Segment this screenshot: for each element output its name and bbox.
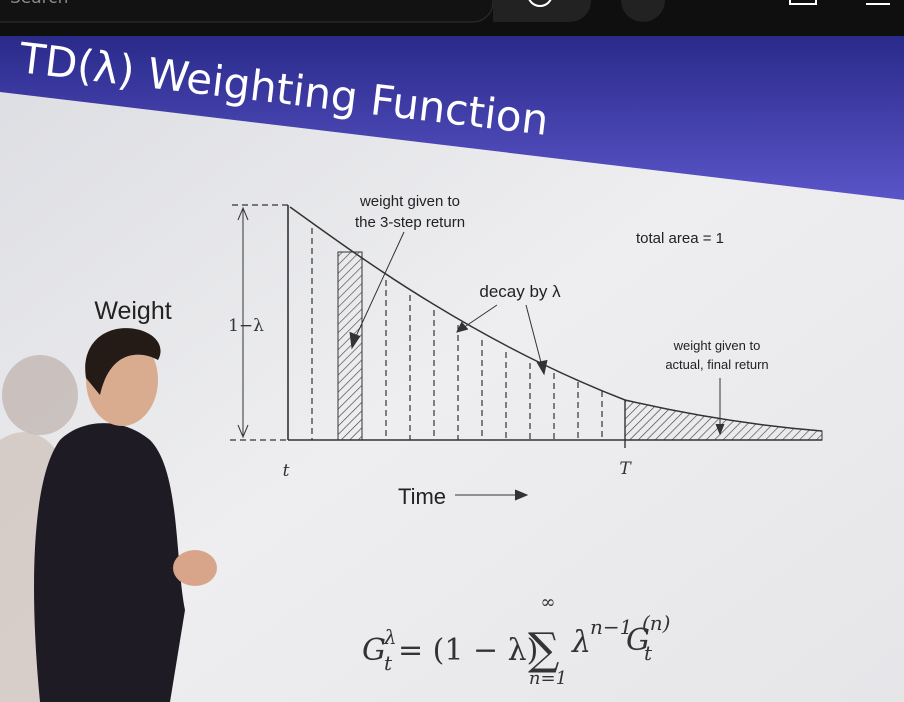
mic-button[interactable]: [621, 0, 665, 22]
formula-part: ∑: [528, 624, 559, 675]
formula-part: t: [644, 641, 653, 665]
diagram-shape: [351, 231, 405, 346]
search-button[interactable]: [493, 0, 591, 22]
presenter-shape: [173, 550, 217, 586]
annotation: actual, final return: [665, 357, 768, 372]
formula: G t λ = (1 − λ) ∑ ∞ n=1 λ n−1 G t (n): [362, 592, 671, 689]
x-start: t: [283, 461, 290, 481]
y-label: Weight: [94, 297, 171, 325]
presenter: [0, 328, 217, 702]
formula-part: λ: [571, 625, 591, 660]
diagram-shape: [349, 331, 361, 350]
formula-part: G: [362, 633, 386, 668]
formula-part: = (1 − λ): [398, 633, 538, 668]
diagram-shape: [337, 251, 363, 441]
diagram-shape: [230, 204, 603, 441]
formula-part: λ: [383, 625, 397, 649]
create-button[interactable]: [789, 0, 817, 5]
diagram-shape: [536, 359, 548, 376]
diagram-shape: [459, 304, 498, 331]
top-bar: Search: [0, 0, 904, 36]
x-end: T: [619, 459, 632, 479]
presenter-shape: [85, 328, 161, 395]
diagram-shape: [237, 206, 249, 439]
formula-part: G: [626, 623, 650, 658]
formula-part: ∞: [541, 592, 556, 613]
formula-part: n−1: [590, 615, 632, 639]
annotation: decay by λ: [479, 282, 561, 301]
diagram-shape: [525, 304, 544, 371]
formula-part: (n): [642, 611, 671, 635]
x-label: Time: [398, 484, 446, 509]
presenter-shape: [34, 423, 185, 702]
presenter-shape: [2, 355, 78, 435]
diagram-shape: [715, 423, 725, 436]
diagram-shape: [289, 206, 823, 432]
top-bar-shape: [528, 0, 552, 7]
search-placeholder[interactable]: Search: [10, 0, 68, 8]
annotation: total area = 1: [636, 230, 724, 247]
formula-part: n=1: [529, 668, 567, 689]
diagram-shape: [456, 321, 469, 333]
annotation: weight given to: [673, 338, 761, 353]
diagram: [230, 204, 823, 501]
y-span: 1−λ: [228, 316, 264, 336]
formula-part: t: [384, 651, 393, 675]
top-bar-shape: [0, 0, 494, 23]
diagram-shape: [514, 489, 529, 501]
annotation: the 3-step return: [355, 214, 465, 231]
annotation: weight given to: [359, 193, 460, 210]
title-band: [0, 36, 904, 200]
